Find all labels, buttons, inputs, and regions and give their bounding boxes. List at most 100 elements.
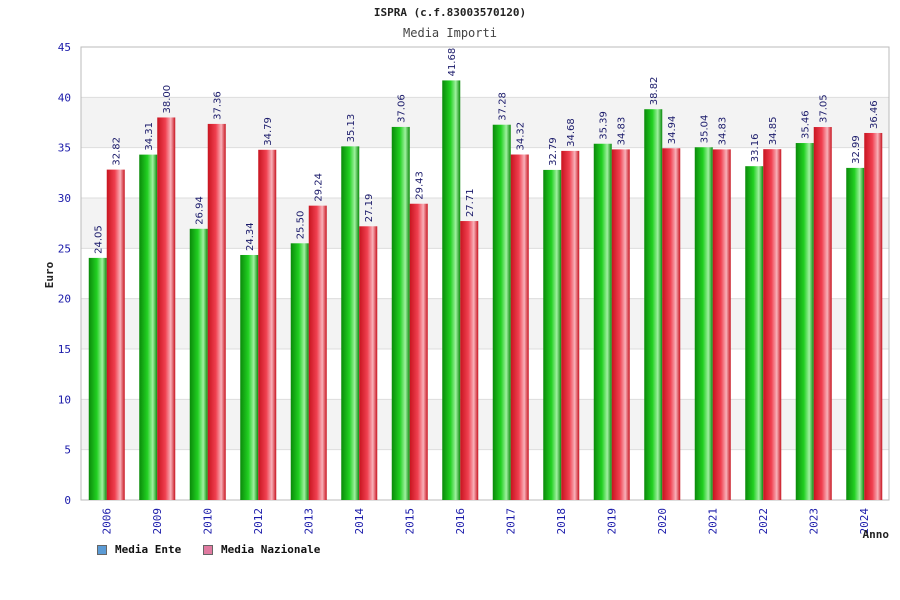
bar-media-ente	[240, 254, 259, 500]
bar-media-nazionale	[763, 149, 782, 500]
y-tick-label: 35	[58, 142, 71, 155]
bar-media-nazionale	[510, 154, 529, 500]
y-tick-label: 20	[58, 293, 71, 306]
data-label: 24.34	[245, 222, 256, 251]
data-label: 38.82	[649, 77, 660, 106]
data-label: 37.05	[819, 94, 830, 123]
y-tick-label: 15	[58, 343, 71, 356]
x-tick-label: 2012	[252, 508, 265, 535]
data-label: 34.79	[263, 117, 274, 146]
data-label: 25.50	[296, 211, 307, 240]
x-tick-label: 2024	[858, 508, 871, 535]
y-tick-label: 25	[58, 242, 71, 255]
bar-media-nazionale	[712, 149, 731, 501]
bar-media-nazionale	[561, 150, 580, 500]
data-label: 29.24	[314, 173, 325, 202]
bar-media-ente	[644, 109, 663, 500]
bar-media-ente	[341, 146, 360, 500]
data-label: 24.05	[94, 225, 105, 254]
data-label: 37.36	[213, 91, 224, 120]
x-tick-label: 2020	[656, 508, 669, 535]
bar-media-nazionale	[813, 127, 832, 500]
bar-media-nazionale	[662, 148, 681, 500]
data-label: 34.94	[667, 116, 678, 145]
data-label: 35.46	[801, 110, 812, 139]
data-label: 35.04	[700, 115, 711, 144]
bar-media-ente	[543, 169, 562, 500]
x-tick-label: 2006	[100, 508, 113, 535]
bar-media-nazionale	[409, 203, 428, 500]
y-axis-label: Euro	[43, 261, 56, 288]
bar-media-nazionale	[207, 123, 226, 500]
data-label: 41.68	[447, 48, 458, 77]
bar-media-nazionale	[258, 149, 277, 500]
chart-subtitle: Media Importi	[403, 26, 497, 40]
bar-media-ente	[694, 147, 713, 500]
bar-media-ente	[492, 124, 511, 501]
x-tick-label: 2010	[201, 508, 214, 535]
data-label: 27.19	[364, 194, 375, 223]
legend-item-media-nazionale: Media Nazionale	[203, 543, 320, 556]
bar-media-nazionale	[611, 149, 630, 501]
bar-media-ente	[290, 243, 309, 501]
x-tick-label: 2016	[454, 508, 467, 535]
y-tick-label: 45	[58, 41, 71, 54]
data-label: 37.06	[397, 94, 408, 123]
x-tick-label: 2023	[807, 508, 820, 535]
data-label: 37.28	[498, 92, 509, 121]
bar-media-nazionale	[359, 226, 378, 500]
data-label: 34.83	[617, 117, 628, 146]
x-tick-label: 2015	[403, 508, 416, 535]
legend-label-media-nazionale: Media Nazionale	[221, 543, 321, 556]
legend-label-media-ente: Media Ente	[115, 543, 182, 556]
x-tick-label: 2019	[605, 508, 618, 535]
data-label: 33.16	[750, 134, 761, 163]
legend-swatch-media-nazionale	[203, 544, 213, 555]
data-label: 26.94	[195, 196, 206, 225]
bar-media-nazionale	[864, 132, 883, 500]
data-label: 38.00	[162, 85, 173, 114]
bar-media-ente	[139, 154, 158, 500]
x-axis-label: Anno	[863, 528, 890, 541]
data-label: 34.85	[768, 117, 779, 146]
bar-media-ente	[189, 228, 208, 500]
y-tick-label: 0	[64, 494, 71, 507]
x-tick-label: 2014	[353, 508, 366, 535]
data-label: 32.99	[851, 135, 862, 164]
x-tick-label: 2013	[302, 508, 315, 535]
bar-media-nazionale	[460, 221, 479, 500]
bar-media-ente	[391, 126, 410, 501]
bar-media-ente	[593, 143, 612, 500]
legend-swatch-media-ente	[97, 544, 107, 555]
data-label: 27.71	[465, 188, 476, 217]
y-tick-label: 10	[58, 393, 71, 406]
bar-media-ente	[795, 143, 814, 500]
data-label: 29.43	[415, 171, 426, 200]
bar-media-ente	[846, 167, 865, 500]
bar-media-nazionale	[106, 169, 125, 500]
data-label: 32.82	[112, 137, 123, 166]
legend-item-media-ente: Media Ente	[97, 543, 181, 556]
bar-media-nazionale	[157, 117, 176, 500]
y-tick-label: 40	[58, 91, 71, 104]
x-tick-label: 2018	[555, 508, 568, 535]
x-tick-label: 2022	[757, 508, 770, 535]
plot-frame	[80, 46, 890, 501]
data-label: 35.39	[599, 111, 610, 140]
data-label: 36.46	[869, 100, 880, 129]
bar-media-ente	[88, 257, 107, 500]
bar-media-nazionale	[308, 205, 327, 500]
x-tick-label: 2017	[504, 508, 517, 535]
x-tick-label: 2009	[151, 508, 164, 535]
data-label: 34.68	[566, 118, 577, 147]
chart-title: ISPRA (c.f.83003570120)	[373, 6, 527, 19]
y-tick-label: 5	[64, 444, 71, 457]
bar-media-ente	[442, 80, 461, 501]
data-label: 34.31	[144, 122, 155, 151]
data-label: 35.13	[346, 114, 357, 143]
data-label: 34.32	[516, 122, 527, 151]
data-label: 34.83	[718, 117, 729, 146]
x-tick-label: 2021	[706, 508, 719, 535]
bar-media-ente	[745, 166, 764, 500]
